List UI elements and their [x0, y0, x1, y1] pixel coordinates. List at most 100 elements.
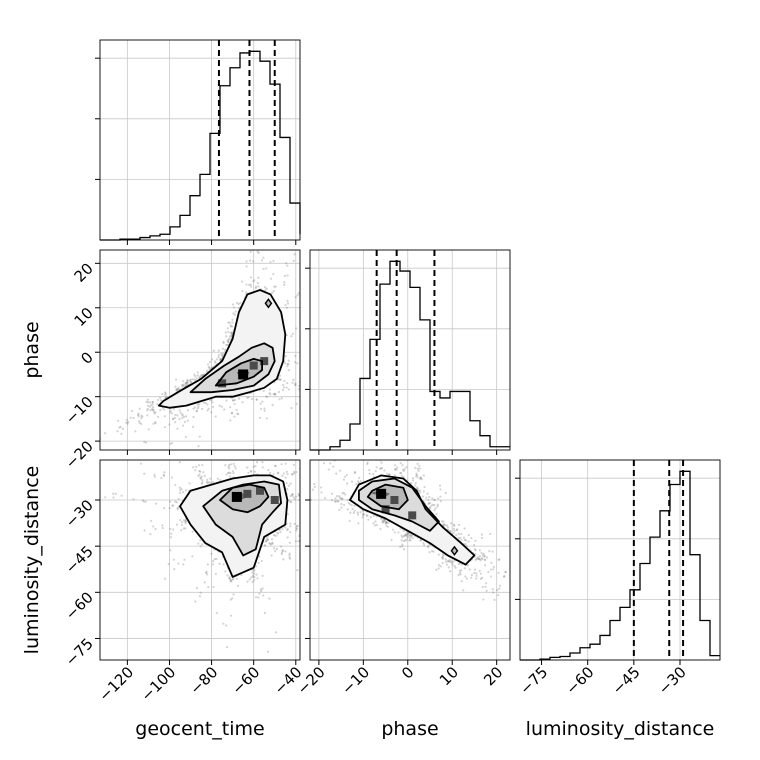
scatter-point — [359, 511, 362, 514]
scatter-point — [407, 534, 410, 537]
panel-grid — [310, 460, 510, 660]
scatter-point — [449, 570, 452, 573]
scatter-point — [340, 497, 343, 500]
scatter-point — [276, 531, 279, 534]
panel-grid — [126, 40, 297, 240]
scatter-point — [172, 417, 175, 420]
scatter-point — [127, 420, 130, 424]
scatter-point — [401, 543, 404, 546]
scatter-point — [283, 281, 286, 284]
scatter-point — [457, 523, 461, 527]
scatter-point — [219, 359, 222, 362]
scatter-point — [234, 467, 237, 470]
scatter-point — [153, 475, 156, 478]
scatter-point — [260, 259, 264, 262]
scatter-point — [225, 335, 228, 338]
scatter-point — [310, 498, 313, 501]
scatter-point — [291, 473, 294, 476]
scatter-point — [454, 566, 457, 569]
scatter-point — [456, 528, 459, 531]
density-peak — [243, 489, 252, 498]
scatter-point — [470, 576, 473, 579]
scatter-point — [464, 539, 468, 542]
scatter-point — [372, 522, 375, 525]
scatter-point — [327, 468, 330, 471]
scatter-point — [491, 588, 494, 591]
panel-frame — [99, 39, 301, 241]
scatter-point — [291, 493, 294, 496]
scatter-point — [150, 404, 153, 407]
scatter-point — [480, 533, 484, 536]
scatter-point — [211, 559, 215, 563]
scatter-point — [228, 463, 231, 467]
scatter-point — [176, 387, 179, 391]
panel-content — [100, 250, 300, 448]
scatter-point — [268, 597, 271, 600]
scatter-point — [191, 555, 194, 558]
scatter-point — [157, 415, 160, 419]
scatter-point — [288, 541, 292, 544]
scatter-point — [437, 567, 440, 570]
scatter-point — [207, 586, 210, 589]
scatter-point — [349, 511, 352, 514]
scatter-point — [205, 573, 209, 576]
scatter-point — [477, 556, 480, 559]
scatter-point — [219, 358, 222, 361]
scatter-point — [428, 502, 431, 505]
scatter-point — [224, 464, 227, 467]
scatter-point — [283, 283, 286, 287]
scatter-point — [117, 419, 120, 422]
scatter-point — [476, 556, 479, 560]
scatter-point — [313, 485, 316, 488]
scatter-point — [222, 622, 225, 625]
scatter-point — [367, 518, 370, 521]
contour-line — [214, 358, 263, 387]
scatter-point — [402, 539, 406, 543]
scatter-point — [285, 386, 288, 389]
scatter-point — [457, 562, 460, 565]
scatter-point — [342, 478, 346, 481]
scatter-point — [170, 412, 174, 415]
scatter-point — [291, 473, 294, 476]
scatter-point — [295, 529, 298, 532]
scatter-point — [294, 354, 297, 358]
scatter-point — [256, 281, 259, 285]
scatter-point — [213, 558, 216, 561]
scatter-point — [290, 406, 293, 410]
scatter-point — [289, 531, 292, 534]
scatter-point — [439, 565, 442, 568]
scatter-point — [200, 374, 203, 377]
scatter-point — [169, 549, 172, 552]
scatter-point — [464, 575, 467, 578]
scatter-point — [385, 520, 388, 524]
scatter-point — [241, 290, 244, 293]
scatter-point — [173, 416, 177, 419]
scatter-point — [252, 280, 255, 283]
scatter-point — [160, 476, 163, 480]
scatter-point — [174, 483, 177, 487]
scatter-point — [195, 465, 198, 469]
scatter-point — [235, 301, 239, 305]
scatter-point — [481, 554, 484, 557]
scatter-point — [459, 536, 462, 540]
scatter-point — [294, 382, 297, 385]
scatter-point — [253, 279, 256, 282]
scatter-point — [168, 423, 171, 426]
scatter-point — [259, 407, 263, 411]
scatter-point — [253, 569, 256, 572]
scatter-point — [279, 545, 283, 548]
scatter-point — [347, 501, 350, 505]
scatter-point — [452, 523, 456, 526]
scatter-point — [199, 476, 202, 479]
scatter-point — [493, 598, 496, 601]
scatter-point — [198, 470, 201, 473]
scatter-point — [215, 358, 219, 361]
scatter-point — [474, 549, 477, 552]
scatter-point — [429, 501, 432, 505]
scatter-point — [137, 415, 140, 418]
scatter-point — [368, 472, 371, 475]
scatter-point — [252, 465, 255, 468]
scatter-point — [289, 500, 292, 503]
scatter-point — [417, 469, 420, 472]
scatter-point — [179, 411, 182, 414]
